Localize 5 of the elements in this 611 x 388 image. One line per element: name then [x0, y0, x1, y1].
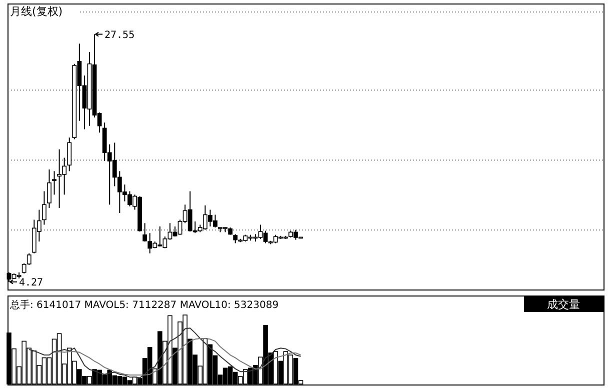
text: 总手: 6141017 MAVOL5: 7112287 MAVOL10: 5323089 — [9, 299, 279, 311]
chart-title: 月线(复权) — [10, 5, 63, 18]
annotation: 27.55 — [104, 30, 135, 41]
annotation: 4.27 — [19, 277, 44, 288]
text: 成交量 — [547, 298, 580, 311]
